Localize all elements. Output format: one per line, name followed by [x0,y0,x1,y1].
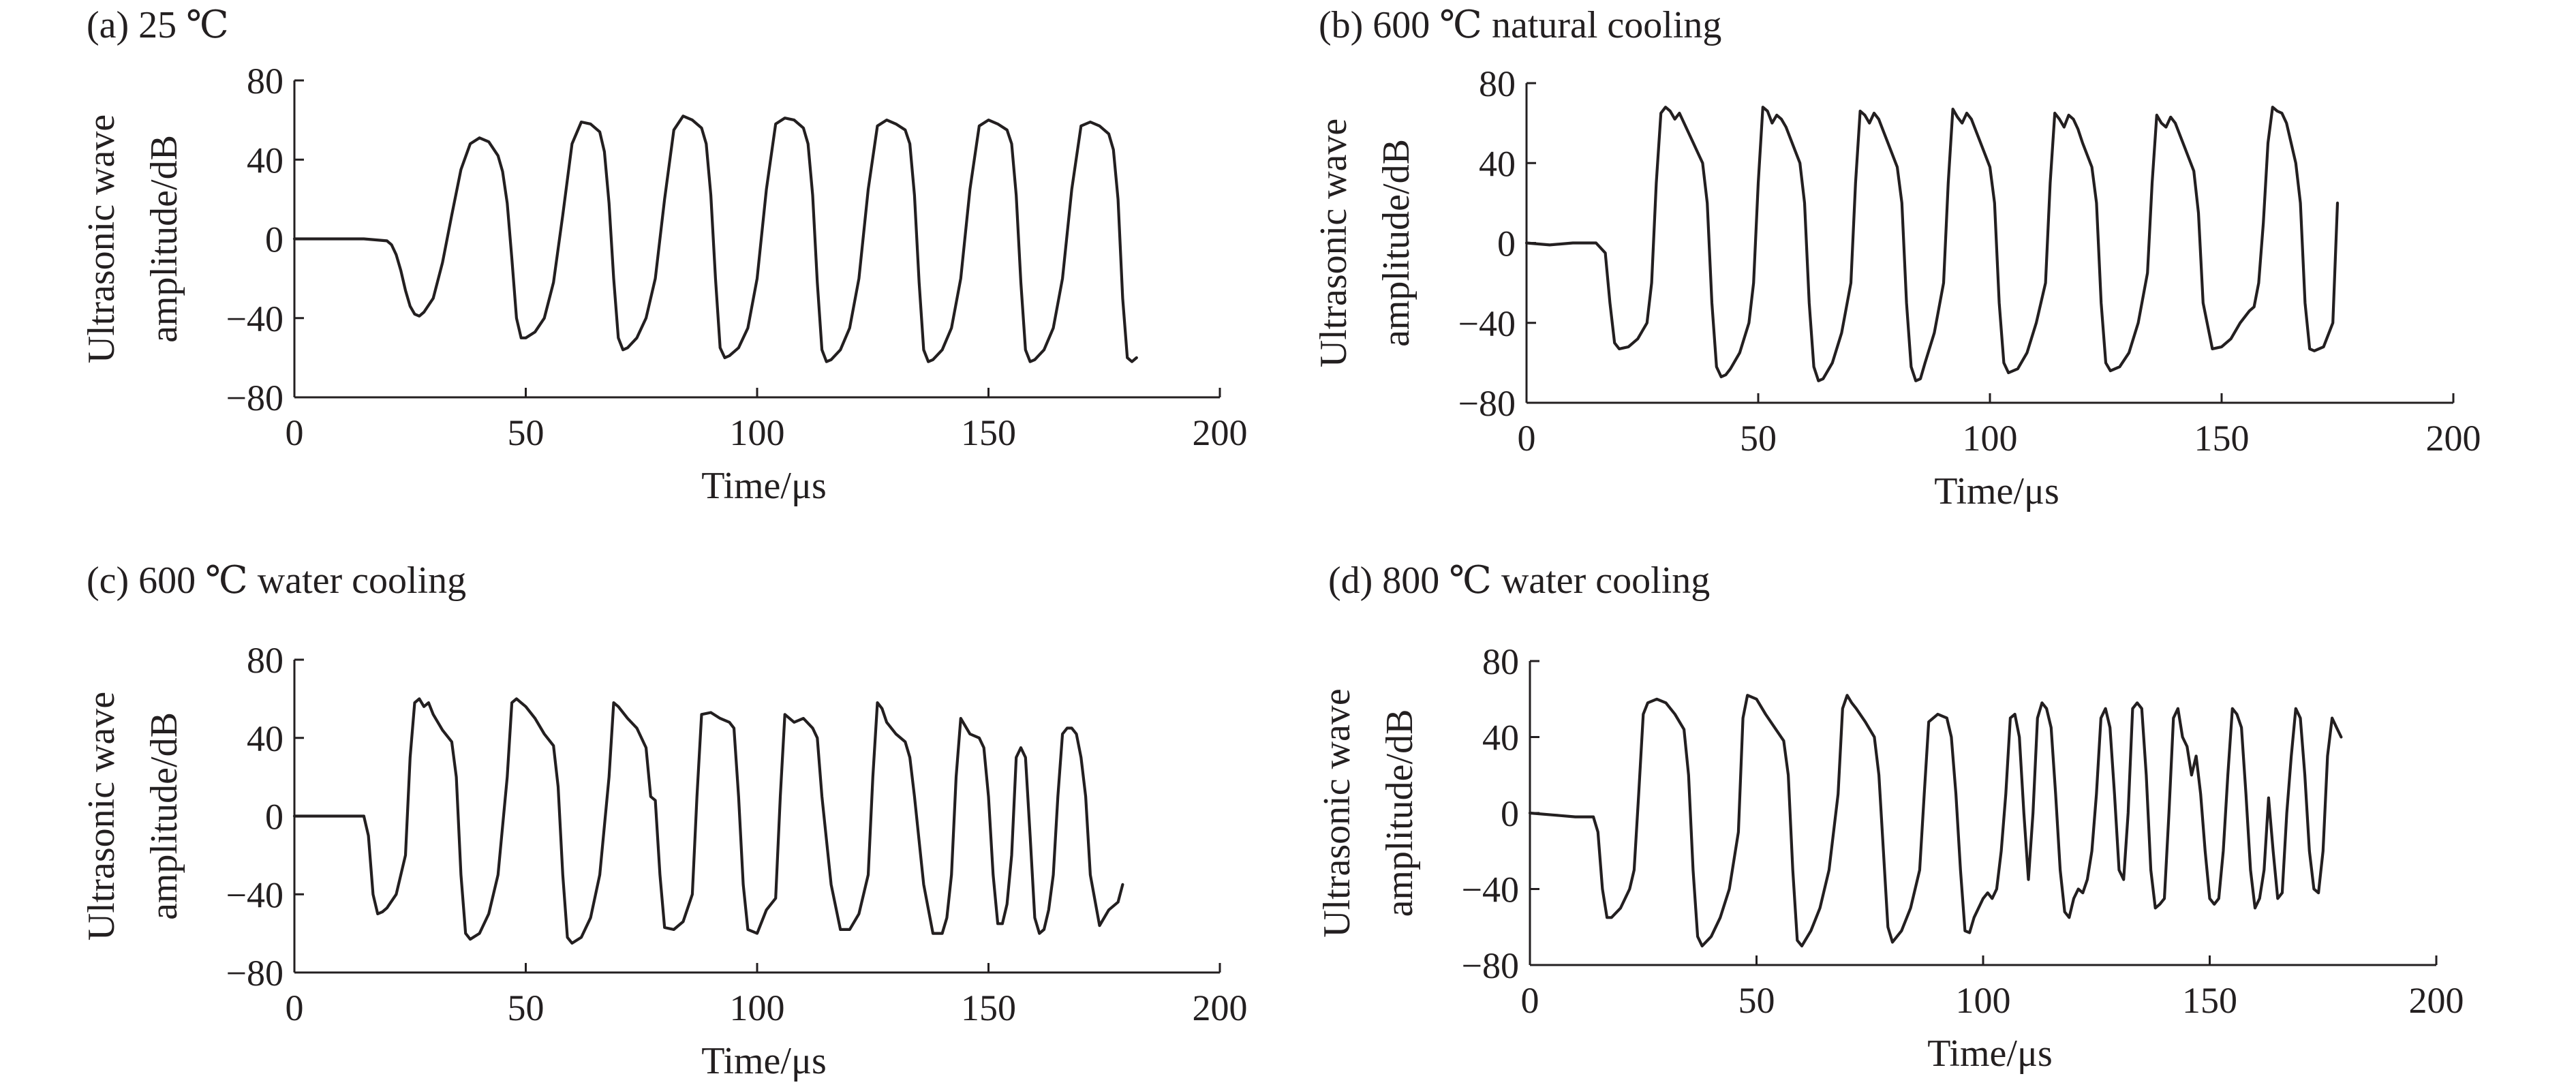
x-tick-label: 200 [1193,988,1248,1028]
y-axis-label-line: Ultrasonic wave [80,692,123,940]
y-axis-label-line: Ultrasonic wave [80,114,123,363]
waveform-line [292,114,1138,363]
y-axis-label-line: amplitude/dB [143,712,185,920]
x-tick-label: 100 [730,412,785,453]
y-axis-label: Ultrasonic wave amplitude/dB [80,114,185,363]
y-tick-label: 0 [1501,793,1519,834]
y-tick-label: 0 [265,797,283,838]
y-tick-label: −80 [1458,383,1516,424]
y-tick-label: 80 [247,61,283,102]
panel-title: (b) 600 ℃ natural cooling [1319,4,1721,46]
x-axis-label: Time/μs [1927,1032,2053,1075]
y-tick-label: 80 [247,640,283,681]
x-tick-label: 0 [1518,418,1536,459]
y-axis-label: Ultrasonic wave amplitude/dB [1313,119,1417,367]
panel-title: (c) 600 ℃ water cooling [87,560,466,602]
y-axis-label: Ultrasonic wave amplitude/dB [1316,688,1421,937]
y-tick-label: 40 [1479,143,1516,184]
y-axis-label-line: amplitude/dB [1379,709,1421,917]
y-tick-label: 0 [265,219,283,260]
y-tick-label: −40 [1458,303,1516,344]
x-axis-label: Time/μs [1934,470,2059,512]
y-tick-label: −80 [1462,945,1519,986]
x-tick-label: 150 [961,412,1016,453]
y-tick-label: −40 [226,874,283,915]
y-axis-label-line: amplitude/dB [143,135,185,343]
y-tick-label: −40 [226,298,283,339]
x-tick-label: 50 [1738,980,1775,1021]
panel-d: (d) 800 ℃ water cooling −80 −40 0 40 80 0 50 10… [1316,560,2464,1075]
panel-b: (b) 600 ℃ natural cooling −80 −40 0 40 80 0 50… [1313,4,2481,512]
x-tick-label: 0 [1521,980,1539,1021]
x-tick-label: 100 [1956,980,2011,1021]
y-tick-label: 40 [247,140,283,181]
y-tick-label: −40 [1462,870,1519,910]
panel-c: (c) 600 ℃ water cooling −80 −40 0 40 80 0 50 10… [80,560,1248,1082]
y-axis-label: Ultrasonic wave amplitude/dB [80,692,185,940]
x-axis-label: Time/μs [701,465,827,507]
y-tick-label: 40 [247,718,283,759]
x-tick-label: 100 [1963,418,2018,459]
x-tick-label: 0 [286,412,304,453]
panel-title: (d) 800 ℃ water cooling [1328,560,1710,602]
x-tick-label: 50 [1740,418,1777,459]
y-tick-label: 80 [1479,63,1516,104]
y-axis-label-line: Ultrasonic wave [1313,119,1355,367]
y-tick-label: 0 [1497,224,1516,264]
x-tick-label: 200 [2409,980,2464,1021]
waveform-line [1524,106,2340,382]
panel-a: (a) 25 ℃ −80 −40 0 40 80 0 50 100 150 200 Time/μs U… [80,4,1248,507]
y-tick-label: 40 [1482,718,1519,759]
waveform-line [1528,694,2343,948]
x-tick-label: 150 [961,988,1016,1028]
y-tick-label: −80 [226,953,283,994]
y-tick-label: −80 [226,378,283,418]
waveform-line [292,697,1124,945]
y-axis-label-line: Ultrasonic wave [1316,688,1358,937]
y-axis-label-line: amplitude/dB [1375,139,1417,347]
y-tick-label: 80 [1482,641,1519,682]
x-tick-label: 200 [2426,418,2481,459]
x-tick-label: 0 [286,988,304,1028]
x-tick-label: 150 [2182,980,2237,1021]
panel-title: (a) 25 ℃ [87,4,229,46]
x-tick-label: 150 [2194,418,2250,459]
x-tick-label: 100 [730,988,785,1028]
x-axis-label: Time/μs [701,1040,827,1082]
x-tick-label: 50 [508,412,545,453]
x-tick-label: 200 [1193,412,1248,453]
x-tick-label: 50 [508,988,545,1028]
